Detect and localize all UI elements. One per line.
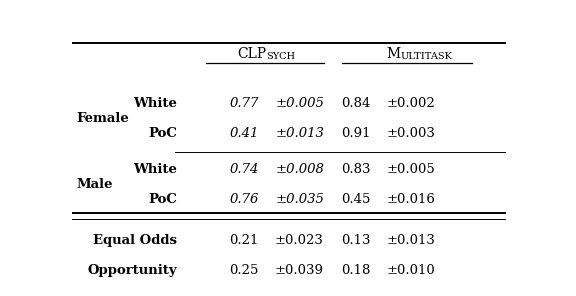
Text: White: White: [133, 163, 177, 176]
Text: White: White: [133, 97, 177, 110]
Text: 0.13: 0.13: [341, 234, 370, 247]
Text: ±0.039: ±0.039: [275, 264, 324, 277]
Text: Opportunity: Opportunity: [88, 264, 177, 277]
Text: 0.84: 0.84: [341, 97, 370, 110]
Text: Equal Odds: Equal Odds: [93, 234, 177, 247]
Text: ±0.010: ±0.010: [386, 264, 435, 277]
Text: 0.91: 0.91: [341, 127, 370, 140]
Text: 0.41: 0.41: [229, 127, 259, 140]
Text: 0.76: 0.76: [229, 193, 259, 206]
Text: ±0.013: ±0.013: [386, 234, 435, 247]
Text: 0.25: 0.25: [229, 264, 259, 277]
Text: 0.18: 0.18: [341, 264, 370, 277]
Text: 0.83: 0.83: [341, 163, 370, 176]
Text: 0.77: 0.77: [229, 97, 259, 110]
Text: SYCH: SYCH: [266, 52, 295, 61]
Text: 0.74: 0.74: [229, 163, 259, 176]
Text: ±0.035: ±0.035: [275, 193, 324, 206]
Text: ±0.008: ±0.008: [275, 163, 324, 176]
Text: CLP: CLP: [237, 46, 266, 61]
Text: ±0.005: ±0.005: [275, 97, 324, 110]
Text: Male: Male: [77, 178, 113, 191]
Text: ±0.002: ±0.002: [386, 97, 435, 110]
Text: ±0.023: ±0.023: [275, 234, 324, 247]
Text: PoC: PoC: [148, 193, 177, 206]
Text: ±0.005: ±0.005: [386, 163, 435, 176]
Text: 0.21: 0.21: [229, 234, 259, 247]
Text: 0.45: 0.45: [341, 193, 370, 206]
Text: ±0.016: ±0.016: [386, 193, 435, 206]
Text: M: M: [386, 46, 400, 61]
Text: PoC: PoC: [148, 127, 177, 140]
Text: ±0.003: ±0.003: [386, 127, 435, 140]
Text: ±0.013: ±0.013: [275, 127, 324, 140]
Text: ULTITASK: ULTITASK: [400, 52, 452, 61]
Text: Female: Female: [77, 112, 129, 125]
